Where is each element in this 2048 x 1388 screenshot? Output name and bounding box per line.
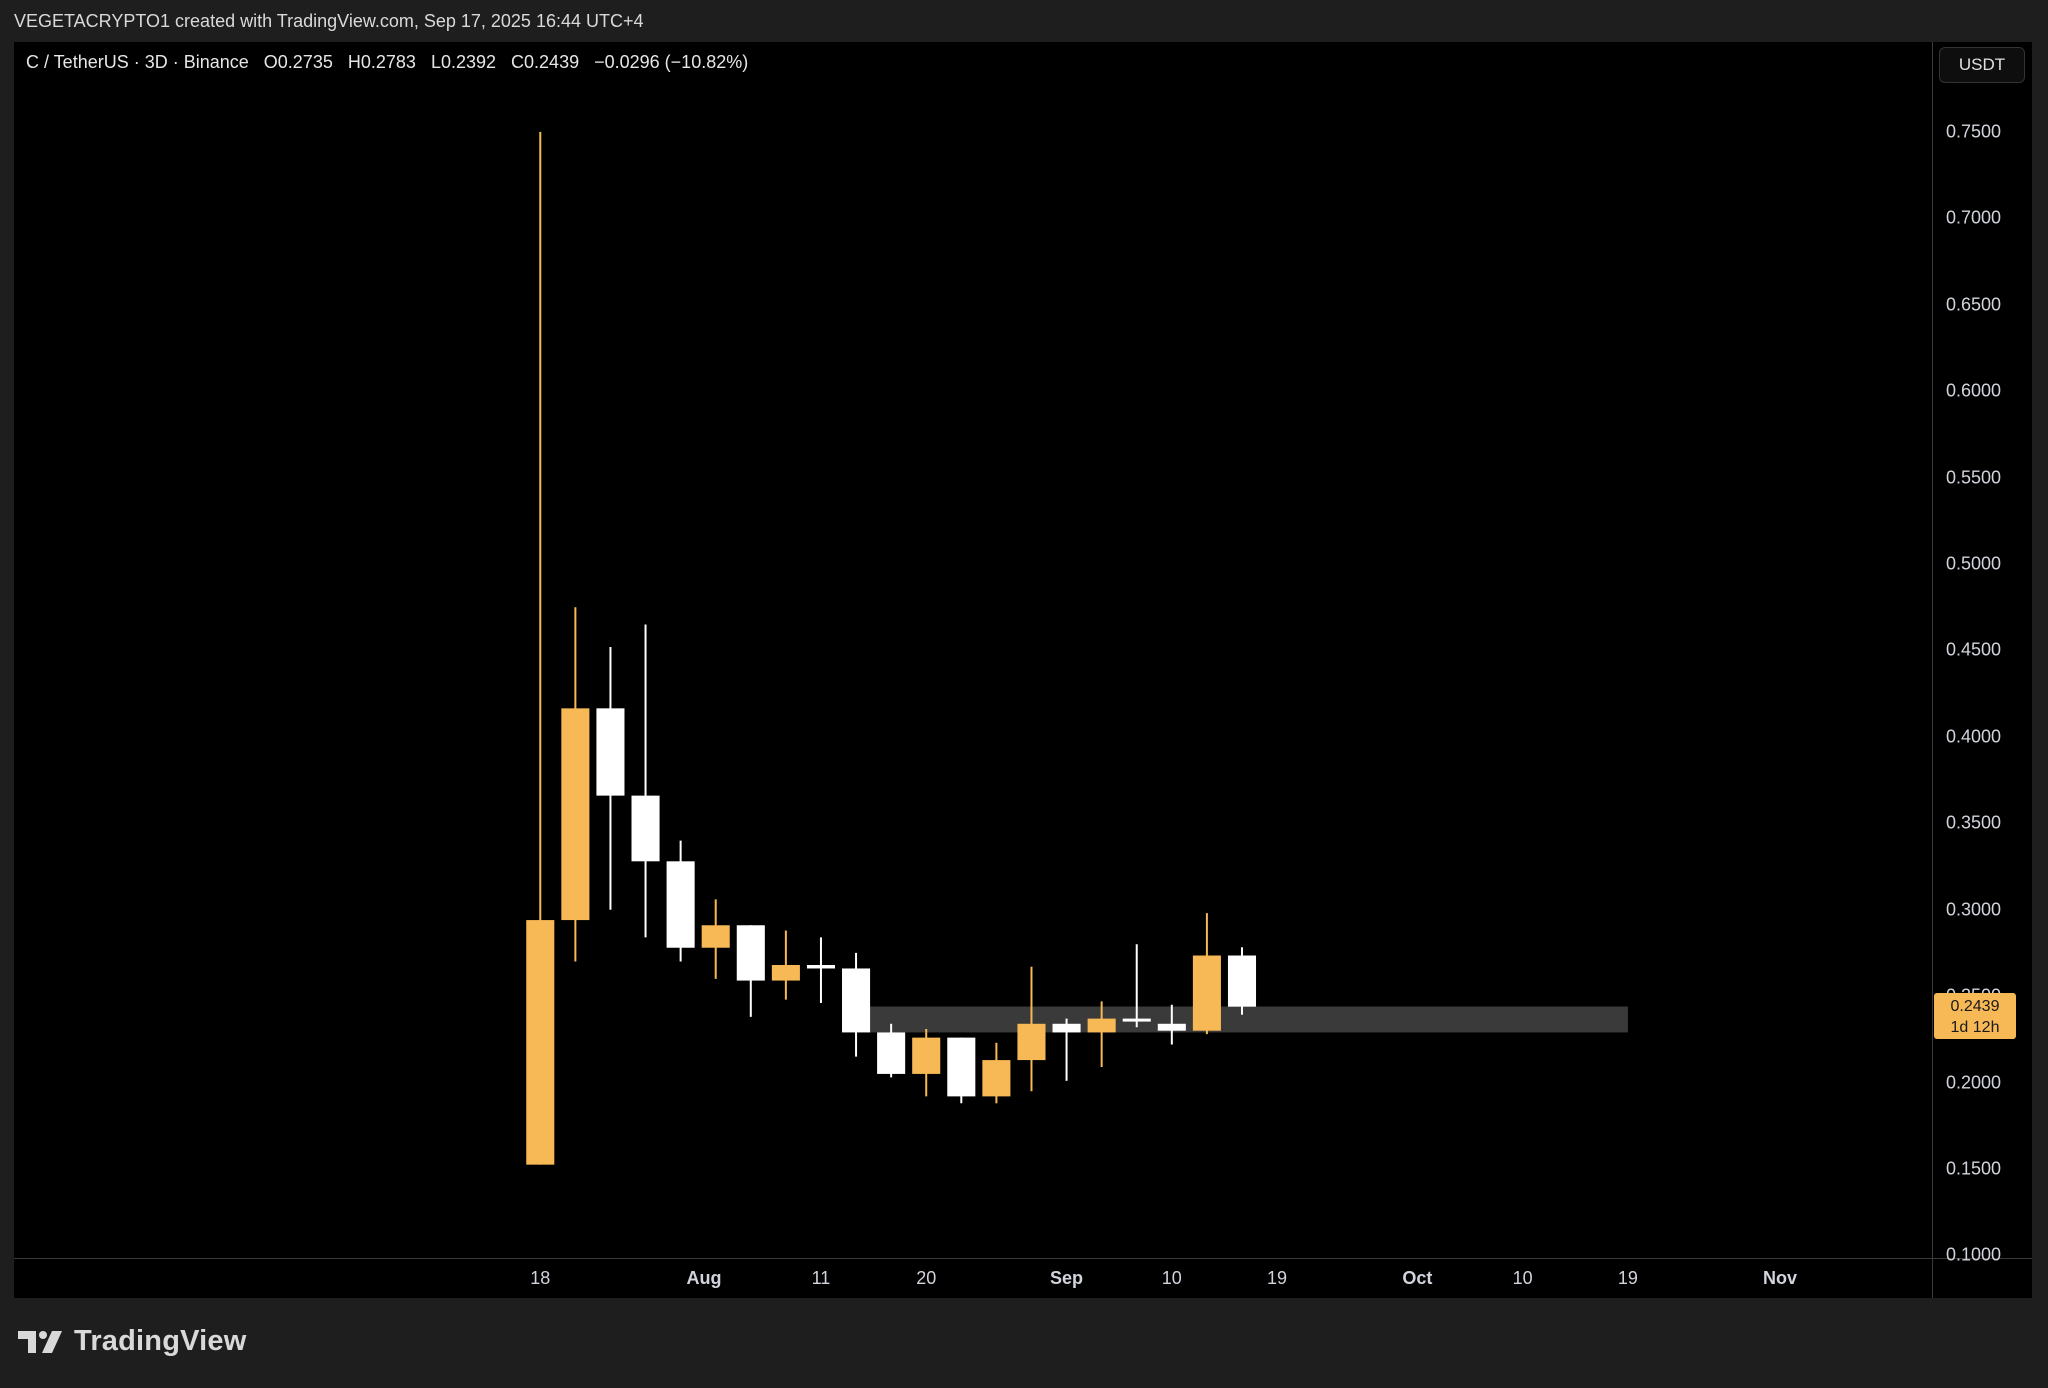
price-axis-divider	[1932, 42, 1933, 1298]
candle[interactable]	[596, 646, 625, 910]
candle[interactable]	[877, 1023, 906, 1078]
time-tick-label: Oct	[1402, 1268, 1433, 1288]
symbol-legend: C / TetherUS · 3D · Binance O0.2735 H0.2…	[26, 52, 758, 73]
price-tick-label: 0.6000	[1946, 380, 2002, 401]
candle[interactable]	[736, 925, 765, 1017]
candle[interactable]	[806, 937, 835, 1004]
candle[interactable]	[1192, 913, 1221, 1035]
candle-body	[666, 861, 695, 948]
candle-body	[736, 925, 765, 981]
price-tick-label: 0.7500	[1946, 121, 2002, 142]
time-tick-label: 18	[530, 1268, 551, 1288]
candle-body	[842, 968, 871, 1033]
candle-body	[701, 925, 730, 948]
candle-body	[877, 1032, 906, 1074]
candle-body	[1052, 1023, 1081, 1033]
candle[interactable]	[1157, 1004, 1186, 1045]
high-value: H0.2783	[347, 52, 416, 72]
price-tick-label: 0.6500	[1946, 294, 2002, 315]
time-tick-label: 19	[1267, 1268, 1288, 1288]
time-tick-label: 19	[1617, 1268, 1638, 1288]
price-tick-label: 0.1500	[1946, 1158, 2002, 1179]
price-tick-label: 0.5000	[1946, 553, 2002, 574]
candle-body	[1122, 1018, 1151, 1022]
candle[interactable]	[842, 952, 871, 1057]
price-tick-label: 0.5500	[1946, 467, 2002, 488]
low-value: L0.2392	[430, 52, 497, 72]
price-tick-label: 0.3000	[1946, 899, 2002, 920]
candle-body	[982, 1060, 1011, 1097]
candle[interactable]	[1052, 1018, 1081, 1081]
candle[interactable]	[631, 624, 660, 938]
candle[interactable]	[561, 607, 590, 962]
candle[interactable]	[526, 131, 555, 1165]
candle-body	[1017, 1023, 1046, 1061]
candle-body	[806, 965, 835, 969]
symbol-name[interactable]: C / TetherUS · 3D · Binance	[26, 52, 249, 72]
time-axis-divider	[14, 1258, 2032, 1259]
candle-body	[1192, 955, 1221, 1031]
candle-body	[912, 1037, 941, 1074]
time-tick-label: 11	[811, 1268, 831, 1288]
price-tick-label: 0.4500	[1946, 639, 2002, 660]
candle[interactable]	[982, 1042, 1011, 1104]
candle-body	[771, 965, 800, 981]
tradingview-logo-icon	[18, 1330, 62, 1353]
last-price-tag: 0.2439 1d 12h	[1934, 993, 2016, 1039]
currency-button[interactable]: USDT	[1939, 47, 2025, 83]
price-tick-label: 0.1000	[1946, 1244, 2002, 1265]
candle[interactable]	[701, 899, 730, 979]
candle[interactable]	[1122, 944, 1151, 1028]
last-price-label: 0.2439	[1950, 998, 2000, 1015]
candle[interactable]	[947, 1037, 976, 1104]
candle-body	[947, 1037, 976, 1097]
candle-body	[1157, 1023, 1186, 1031]
price-tick-label: 0.3500	[1946, 812, 2002, 833]
price-tick-label: 0.2000	[1946, 1072, 2002, 1093]
candle[interactable]	[1227, 947, 1257, 1015]
candle-body	[526, 920, 555, 1165]
time-tick-label: Sep	[1050, 1268, 1084, 1288]
close-value: C0.2439	[511, 52, 580, 72]
candle[interactable]	[912, 1028, 941, 1097]
open-value: O0.2735	[263, 52, 333, 72]
tradingview-logo[interactable]: TradingView	[16, 1325, 247, 1358]
change-value: −0.0296 (−10.82%)	[594, 52, 749, 72]
candle-body	[561, 708, 590, 921]
price-tick-label: 0.4000	[1946, 726, 2002, 747]
time-tick-label: Aug	[686, 1268, 722, 1288]
time-tick-label: 10	[1161, 1268, 1182, 1288]
candle-body	[1087, 1018, 1116, 1033]
candle[interactable]	[666, 840, 695, 962]
candle[interactable]	[771, 930, 800, 1000]
candle[interactable]	[1087, 1001, 1116, 1068]
bar-countdown-label: 1d 12h	[1950, 1019, 2000, 1036]
time-tick-label: 20	[916, 1268, 937, 1288]
price-tick-label: 0.7000	[1946, 207, 2002, 228]
candle-body	[631, 795, 660, 862]
chart-area[interactable]	[14, 42, 2032, 1298]
candle-body	[1227, 955, 1257, 1007]
time-tick-label: Nov	[1762, 1268, 1797, 1288]
tradingview-wordmark: TradingView	[74, 1325, 247, 1357]
chart-caption: VEGETACRYPTO1 created with TradingView.c…	[14, 11, 644, 31]
support-zone-rectangle[interactable]	[867, 1006, 1628, 1033]
time-tick-label: 10	[1512, 1268, 1533, 1288]
candle[interactable]	[1017, 966, 1046, 1092]
candle-body	[596, 708, 625, 796]
